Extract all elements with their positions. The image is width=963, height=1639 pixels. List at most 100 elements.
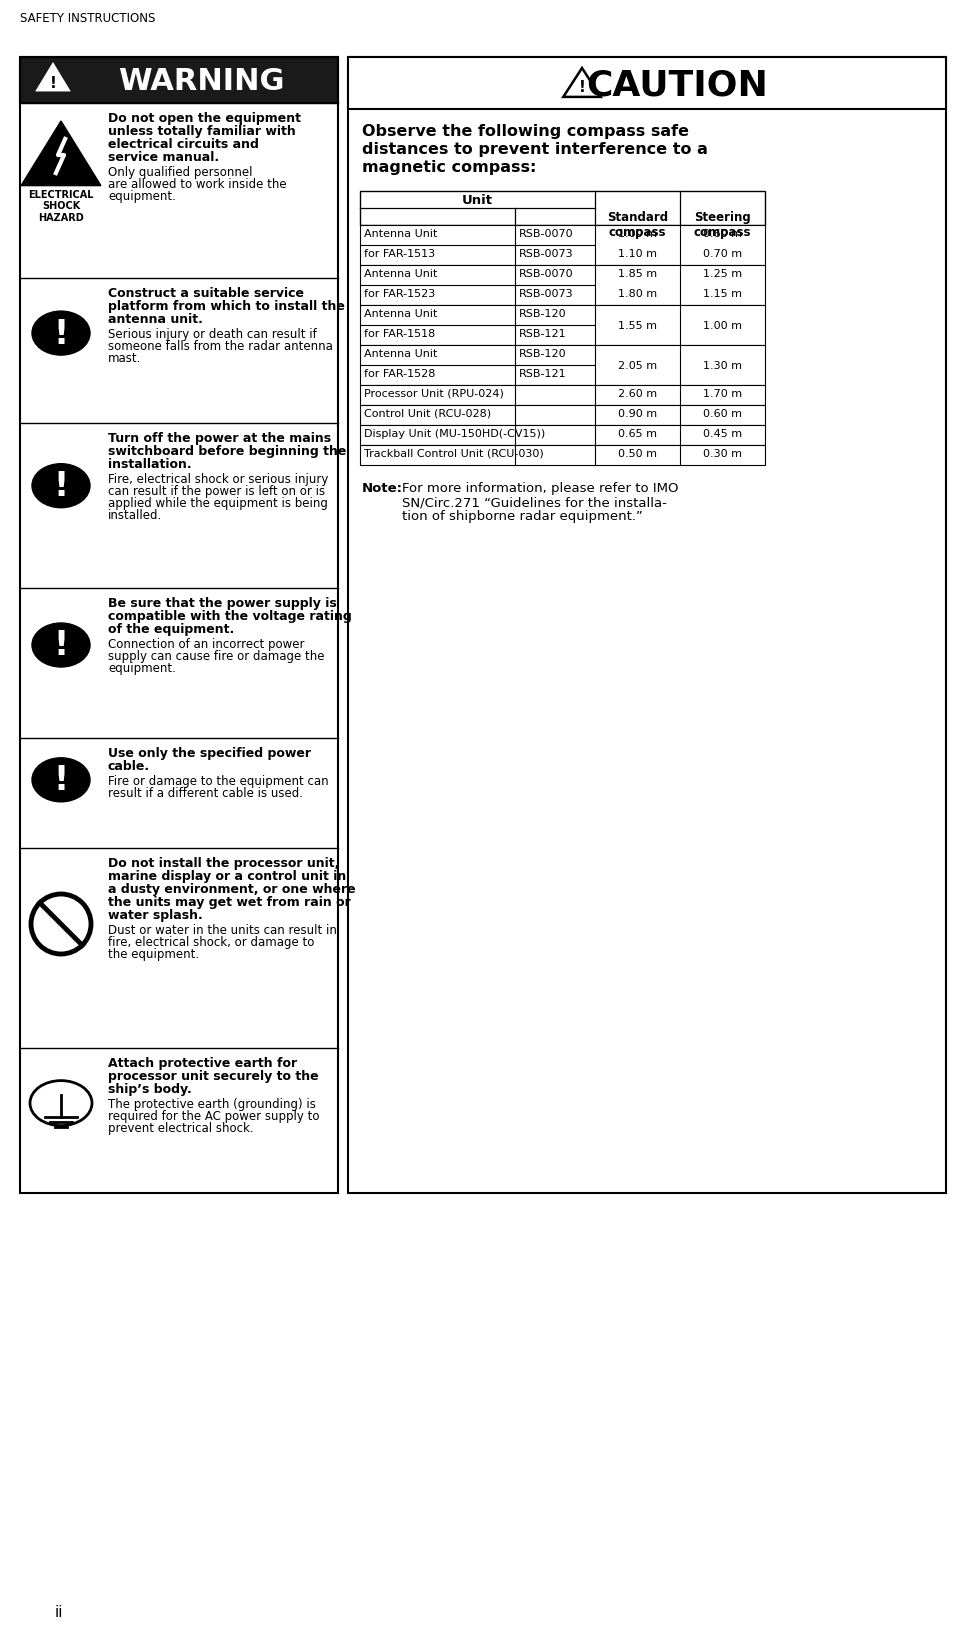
Text: Dust or water in the units can result in: Dust or water in the units can result in	[108, 923, 337, 936]
Text: service manual.: service manual.	[108, 151, 220, 164]
Text: 1.80 m: 1.80 m	[618, 288, 657, 298]
Text: 2.05 m: 2.05 m	[618, 361, 657, 370]
Text: 0.45 m: 0.45 m	[703, 429, 742, 439]
Text: Antenna Unit: Antenna Unit	[364, 269, 437, 279]
Text: RSB-0073: RSB-0073	[519, 288, 574, 298]
Bar	[360, 306, 765, 346]
Ellipse shape	[32, 759, 90, 803]
Text: Be sure that the power supply is: Be sure that the power supply is	[108, 597, 337, 610]
Text: someone falls from the radar antenna: someone falls from the radar antenna	[108, 339, 333, 352]
Polygon shape	[37, 66, 69, 92]
Text: cable.: cable.	[108, 759, 150, 772]
Text: switchboard before beginning the: switchboard before beginning the	[108, 444, 347, 457]
Text: 0.60 m: 0.60 m	[703, 229, 742, 239]
Text: equipment.: equipment.	[108, 662, 176, 675]
Bar	[360, 346, 765, 385]
Text: applied while the equipment is being: applied while the equipment is being	[108, 497, 327, 510]
Text: supply can cause fire or damage the: supply can cause fire or damage the	[108, 649, 325, 662]
Text: a dusty environment, or one where: a dusty environment, or one where	[108, 882, 355, 895]
Text: 1.10 m: 1.10 m	[618, 249, 657, 259]
Text: for FAR-1518: for FAR-1518	[364, 329, 435, 339]
Text: RSB-120: RSB-120	[519, 349, 566, 359]
Text: Trackball Control Unit (RCU-030): Trackball Control Unit (RCU-030)	[364, 449, 544, 459]
Text: installation.: installation.	[108, 457, 192, 470]
Polygon shape	[21, 121, 101, 187]
Text: Observe the following compass safe: Observe the following compass safe	[362, 125, 689, 139]
Text: 0.60 m: 0.60 m	[703, 408, 742, 418]
Text: 1.15 m: 1.15 m	[703, 288, 742, 298]
Text: electrical circuits and: electrical circuits and	[108, 138, 259, 151]
Text: 1.25 m: 1.25 m	[703, 269, 742, 279]
Text: for FAR-1513: for FAR-1513	[364, 249, 435, 259]
Bar	[360, 406, 765, 426]
Text: installed.: installed.	[108, 508, 162, 521]
Text: Unit: Unit	[462, 193, 493, 207]
Text: CAUTION: CAUTION	[586, 69, 768, 103]
Text: RSB-121: RSB-121	[519, 329, 566, 339]
Text: 0.30 m: 0.30 m	[703, 449, 742, 459]
Text: ELECTRICAL
SHOCK
HAZARD: ELECTRICAL SHOCK HAZARD	[28, 190, 93, 223]
Text: Do not install the processor unit,: Do not install the processor unit,	[108, 857, 339, 869]
Text: !: !	[53, 764, 68, 797]
Bar	[360, 226, 765, 266]
Bar	[20, 57, 338, 103]
Text: Fire, electrical shock or serious injury: Fire, electrical shock or serious injury	[108, 472, 328, 485]
Text: Turn off the power at the mains: Turn off the power at the mains	[108, 431, 331, 444]
Text: prevent electrical shock.: prevent electrical shock.	[108, 1121, 253, 1134]
Ellipse shape	[32, 623, 90, 667]
Text: magnetic compass:: magnetic compass:	[362, 161, 536, 175]
Text: RSB-0070: RSB-0070	[519, 229, 574, 239]
Text: Antenna Unit: Antenna Unit	[364, 308, 437, 320]
Text: fire, electrical shock, or damage to: fire, electrical shock, or damage to	[108, 936, 314, 949]
Text: can result if the power is left on or is: can result if the power is left on or is	[108, 485, 325, 498]
Text: !: !	[53, 629, 68, 662]
Text: Attach protective earth for: Attach protective earth for	[108, 1057, 298, 1069]
Text: antenna unit.: antenna unit.	[108, 313, 203, 326]
Text: Standard
compass: Standard compass	[607, 211, 668, 239]
Text: Processor Unit (RPU-024): Processor Unit (RPU-024)	[364, 388, 504, 398]
Text: RSB-0073: RSB-0073	[519, 249, 574, 259]
Text: for FAR-1528: for FAR-1528	[364, 369, 435, 379]
Text: marine display or a control unit in: marine display or a control unit in	[108, 869, 347, 882]
Text: Serious injury or death can result if: Serious injury or death can result if	[108, 328, 317, 341]
Text: 0.70 m: 0.70 m	[703, 249, 742, 259]
Text: result if a different cable is used.: result if a different cable is used.	[108, 787, 303, 800]
Text: For more information, please refer to IMO: For more information, please refer to IM…	[402, 482, 679, 495]
Text: !: !	[53, 470, 68, 503]
Text: are allowed to work inside the: are allowed to work inside the	[108, 179, 287, 190]
Text: Connection of an incorrect power: Connection of an incorrect power	[108, 638, 304, 651]
Ellipse shape	[32, 311, 90, 356]
Bar	[360, 385, 765, 406]
Text: ii: ii	[55, 1605, 64, 1619]
Text: 1.55 m: 1.55 m	[618, 321, 657, 331]
Text: water splash.: water splash.	[108, 908, 203, 921]
Text: RSB-0070: RSB-0070	[519, 269, 574, 279]
Text: 0.50 m: 0.50 m	[618, 449, 657, 459]
Text: 1.00 m: 1.00 m	[618, 229, 657, 239]
Text: SAFETY INSTRUCTIONS: SAFETY INSTRUCTIONS	[20, 11, 155, 25]
Text: of the equipment.: of the equipment.	[108, 623, 234, 636]
Text: mast.: mast.	[108, 352, 142, 365]
Text: ship’s body.: ship’s body.	[108, 1082, 192, 1095]
Text: !: !	[49, 75, 57, 90]
Text: !: !	[579, 80, 586, 95]
Text: Steering
compass: Steering compass	[693, 211, 751, 239]
Text: 1.85 m: 1.85 m	[618, 269, 657, 279]
Bar	[360, 192, 765, 226]
Text: equipment.: equipment.	[108, 190, 176, 203]
Bar	[348, 57, 946, 110]
Bar	[20, 57, 338, 1193]
Text: 1.00 m: 1.00 m	[703, 321, 742, 331]
Text: the units may get wet from rain or: the units may get wet from rain or	[108, 895, 351, 908]
Text: Antenna Unit: Antenna Unit	[364, 349, 437, 359]
Text: 1.70 m: 1.70 m	[703, 388, 742, 398]
Text: 2.60 m: 2.60 m	[618, 388, 657, 398]
Text: unless totally familiar with: unless totally familiar with	[108, 125, 296, 138]
Text: Only qualified personnel: Only qualified personnel	[108, 166, 252, 179]
Text: processor unit securely to the: processor unit securely to the	[108, 1069, 319, 1082]
Bar	[360, 446, 765, 465]
Text: platform from which to install the: platform from which to install the	[108, 300, 345, 313]
Text: Construct a suitable service: Construct a suitable service	[108, 287, 304, 300]
Text: distances to prevent interference to a: distances to prevent interference to a	[362, 143, 708, 157]
Text: SN/Circ.271 “Guidelines for the installa-: SN/Circ.271 “Guidelines for the installa…	[402, 495, 666, 508]
